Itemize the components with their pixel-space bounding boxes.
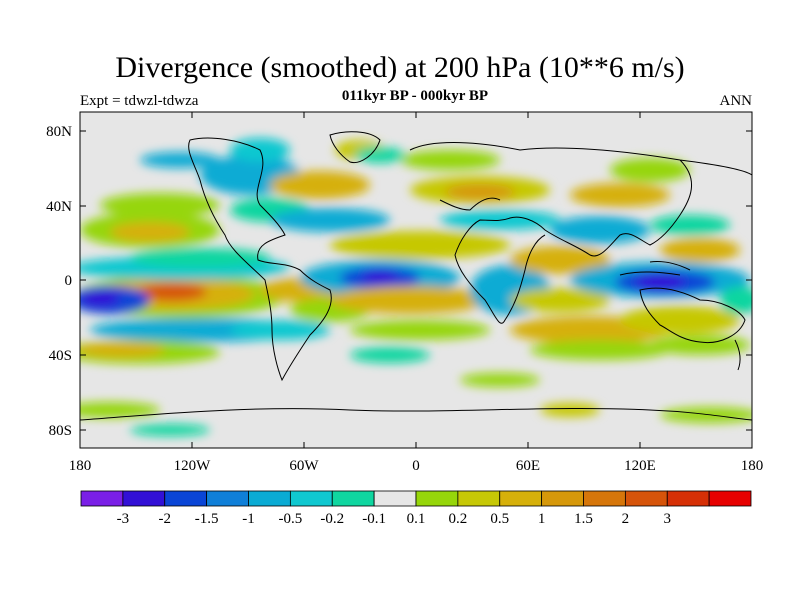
lon-tick-label: 120W xyxy=(174,458,212,474)
colorbar-swatch xyxy=(499,490,543,507)
colorbar-swatch xyxy=(122,490,166,507)
colorbar-label: -0.1 xyxy=(362,511,386,527)
lat-axis: 80N 40N 0 40S 80S xyxy=(46,124,752,439)
colorbar-swatch xyxy=(457,490,501,507)
colorbar-swatch xyxy=(415,490,459,507)
colorbar-label: 1 xyxy=(538,511,546,527)
colorbar-swatch xyxy=(373,490,417,507)
colorbar-swatch xyxy=(666,490,710,507)
colorbar-label: -3 xyxy=(117,511,130,527)
colorbar-swatch xyxy=(624,490,668,507)
colorbar-swatch xyxy=(206,490,249,507)
divergence-field xyxy=(80,131,752,436)
colorbar-label: 2 xyxy=(622,511,630,527)
colorbar-label: -2 xyxy=(159,511,172,527)
colorbar-label: -1 xyxy=(242,511,255,527)
lat-tick-label: 80S xyxy=(49,423,72,439)
lon-tick-label: 180 xyxy=(69,458,92,474)
lon-tick-label: 60W xyxy=(289,458,319,474)
lat-tick-label: 40N xyxy=(46,199,72,215)
lon-tick-label: 180 xyxy=(741,458,764,474)
lat-tick-label: 80N xyxy=(46,124,72,140)
colorbar-swatch xyxy=(80,490,124,507)
colorbar-label: 0.5 xyxy=(490,511,509,527)
experiment-label: Expt = tdwzl-tdwza xyxy=(80,93,199,109)
colorbar-label: 0.1 xyxy=(407,511,426,527)
colorbar-swatch xyxy=(583,490,626,507)
colorbar-label: 0.2 xyxy=(449,511,468,527)
lon-tick-label: 0 xyxy=(412,458,420,474)
lon-axis: 180 120W 60W 0 60E 120E 180 xyxy=(69,112,764,474)
lon-tick-label: 120E xyxy=(624,458,656,474)
colorbar-swatch xyxy=(331,490,375,507)
colorbar-swatch xyxy=(708,490,752,507)
map-title: Divergence (smoothed) at 200 hPa (10**6 … xyxy=(115,51,685,84)
colorbar: -3 -2 -1.5 -1 -0.5 -0.2 -0.1 0.1 0.2 0.5 1 1.5 2 3 xyxy=(80,490,752,527)
colorbar-label: -0.2 xyxy=(320,511,344,527)
lat-tick-label: 40S xyxy=(49,348,72,364)
colorbar-swatch xyxy=(248,490,291,507)
colorbar-swatch xyxy=(164,490,208,507)
colorbar-swatch xyxy=(541,490,584,507)
colorbar-swatch xyxy=(289,490,333,507)
season-label: ANN xyxy=(719,93,753,109)
lon-tick-label: 60E xyxy=(516,458,540,474)
coastlines xyxy=(80,131,752,421)
lat-tick-label: 0 xyxy=(65,273,73,289)
colorbar-label: 1.5 xyxy=(574,511,593,527)
colorbar-label: 3 xyxy=(664,511,672,527)
colorbar-label: -0.5 xyxy=(279,511,303,527)
colorbar-label: -1.5 xyxy=(195,511,219,527)
map-subtitle: 011kyr BP - 000kyr BP xyxy=(341,88,489,104)
